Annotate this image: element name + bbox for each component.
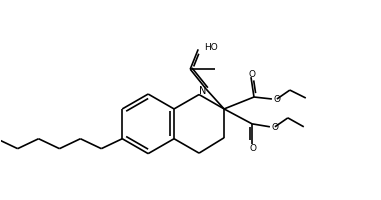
Text: O: O xyxy=(250,143,256,152)
Text: O: O xyxy=(274,94,281,103)
Text: N: N xyxy=(200,86,207,96)
Text: HO: HO xyxy=(204,43,218,52)
Text: O: O xyxy=(248,69,256,78)
Text: O: O xyxy=(272,123,279,132)
